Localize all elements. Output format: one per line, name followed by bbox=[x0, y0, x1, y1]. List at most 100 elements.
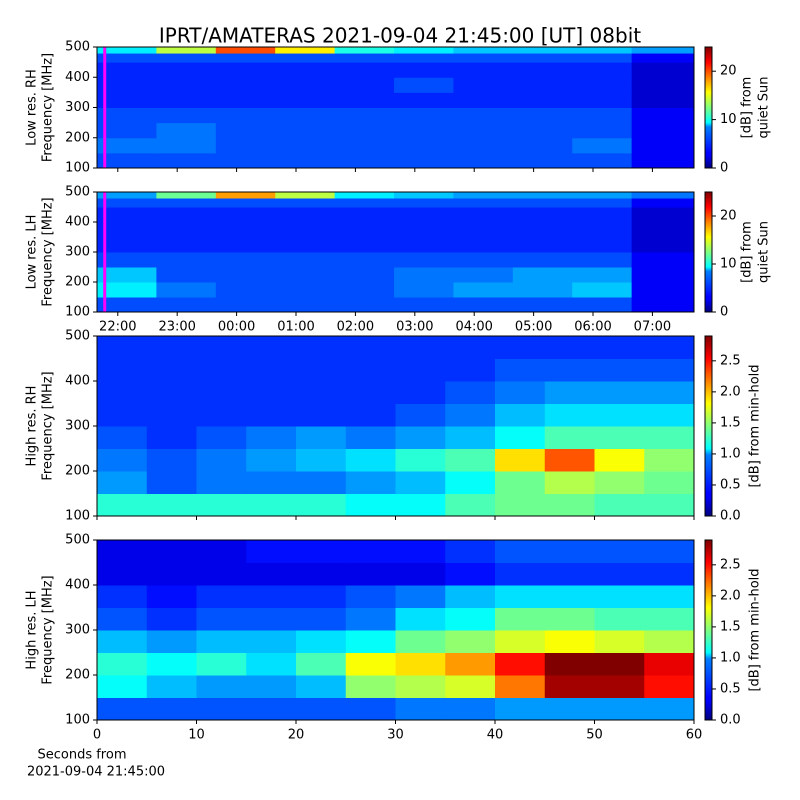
cell bbox=[544, 540, 595, 563]
cell bbox=[246, 697, 297, 720]
cell bbox=[97, 137, 157, 154]
cell bbox=[395, 336, 446, 359]
y-tick-label: 500 bbox=[65, 329, 90, 344]
cell bbox=[512, 53, 573, 63]
cell bbox=[334, 77, 395, 93]
cell bbox=[572, 252, 633, 268]
cell bbox=[146, 403, 197, 427]
x-tick-label: 10 bbox=[188, 728, 205, 743]
cell bbox=[146, 336, 197, 359]
cell bbox=[97, 47, 157, 54]
cell bbox=[544, 336, 595, 359]
cell bbox=[394, 152, 454, 168]
cell bbox=[453, 77, 514, 93]
cell bbox=[275, 137, 336, 154]
x-tick-label: 02:00 bbox=[337, 320, 374, 335]
cell bbox=[275, 62, 336, 78]
cell bbox=[445, 675, 496, 698]
cell bbox=[544, 403, 595, 427]
cell bbox=[275, 237, 336, 253]
cell bbox=[196, 697, 247, 720]
cell bbox=[644, 585, 694, 608]
cell bbox=[215, 47, 276, 54]
cell bbox=[544, 381, 595, 404]
cell bbox=[334, 267, 395, 283]
colorbar-tick-label: 2.0 bbox=[720, 384, 741, 399]
cell bbox=[512, 47, 573, 54]
cell bbox=[512, 122, 573, 139]
y-axis-label: Low res. RH bbox=[25, 69, 40, 146]
cell bbox=[445, 652, 496, 676]
cell bbox=[572, 53, 633, 63]
cell bbox=[345, 562, 396, 586]
cell bbox=[334, 207, 395, 223]
y-axis-label: High res. LH bbox=[25, 590, 40, 669]
cell bbox=[275, 207, 336, 223]
colorbar-label: [dB] from bbox=[740, 77, 755, 139]
cell bbox=[196, 426, 247, 449]
y-tick-label: 500 bbox=[65, 533, 90, 548]
cell bbox=[196, 358, 247, 382]
y-tick-label: 200 bbox=[65, 130, 90, 145]
cell bbox=[394, 267, 454, 283]
colorbar bbox=[704, 335, 713, 517]
y-tick-label: 300 bbox=[65, 623, 90, 638]
cell bbox=[594, 493, 645, 516]
cell bbox=[495, 358, 546, 382]
y-tick-label: 500 bbox=[65, 185, 90, 200]
cell bbox=[97, 282, 157, 298]
cell bbox=[495, 607, 546, 631]
cell bbox=[512, 252, 573, 268]
cell bbox=[495, 381, 546, 404]
cell bbox=[453, 297, 514, 312]
cell bbox=[97, 697, 148, 720]
cell bbox=[572, 62, 633, 78]
cell bbox=[495, 562, 546, 586]
cell bbox=[296, 697, 347, 720]
cell bbox=[395, 585, 446, 608]
cell bbox=[334, 222, 395, 238]
cell bbox=[215, 222, 276, 238]
cell bbox=[394, 222, 454, 238]
cell bbox=[156, 107, 217, 124]
cell bbox=[631, 152, 694, 168]
cell bbox=[445, 697, 496, 720]
cell bbox=[246, 448, 297, 472]
x-tick-label: 20 bbox=[288, 728, 305, 743]
cell bbox=[196, 403, 247, 427]
cell bbox=[644, 652, 694, 676]
cell bbox=[572, 192, 633, 199]
cell bbox=[196, 493, 247, 516]
cell bbox=[334, 122, 395, 139]
cell bbox=[572, 297, 633, 312]
cell bbox=[156, 92, 217, 108]
cell bbox=[644, 697, 694, 720]
cell bbox=[512, 77, 573, 93]
cell bbox=[345, 381, 396, 404]
cell bbox=[453, 122, 514, 139]
cell bbox=[644, 493, 694, 516]
cell bbox=[445, 562, 496, 586]
cell bbox=[572, 237, 633, 253]
cell bbox=[631, 207, 694, 223]
cell bbox=[97, 92, 157, 108]
cell bbox=[97, 403, 148, 427]
colorbar-tick-label: 20 bbox=[720, 64, 737, 79]
cell bbox=[394, 92, 454, 108]
cell bbox=[146, 493, 197, 516]
cell bbox=[453, 198, 514, 208]
cell bbox=[97, 297, 157, 312]
colorbar-label: [dB] from min-hold bbox=[748, 364, 763, 487]
cell bbox=[215, 237, 276, 253]
cell bbox=[394, 192, 454, 199]
cell bbox=[594, 403, 645, 427]
cell bbox=[196, 540, 247, 563]
cell bbox=[594, 697, 645, 720]
cell bbox=[512, 297, 573, 312]
cell bbox=[275, 267, 336, 283]
cell bbox=[512, 237, 573, 253]
cell bbox=[594, 607, 645, 631]
cell bbox=[215, 282, 276, 298]
x-tick-label: 60 bbox=[686, 728, 703, 743]
